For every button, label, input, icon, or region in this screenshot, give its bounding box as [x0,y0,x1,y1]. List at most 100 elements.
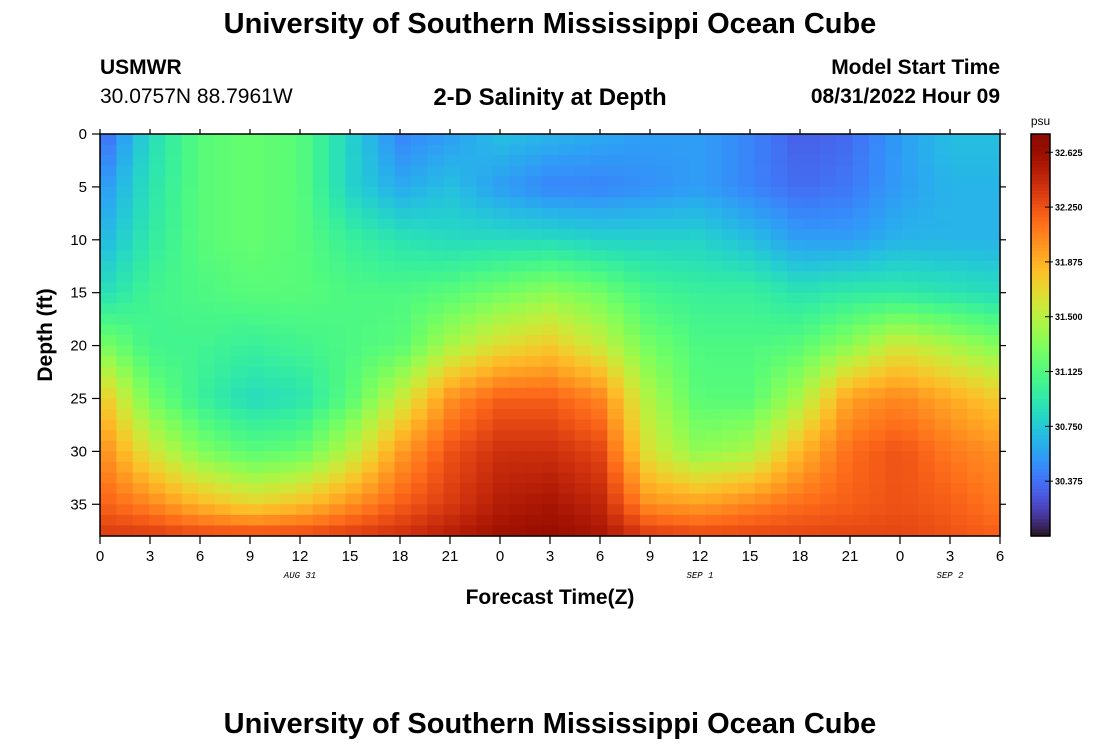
heatmap-cell [296,440,314,452]
heatmap-cell [476,409,494,421]
heatmap-cell [967,292,985,304]
heatmap-cell [820,472,837,484]
heatmap-cell [770,387,788,400]
heatmap-cell [852,493,870,505]
heatmap-cell [934,504,952,516]
heatmap-cell [885,208,903,220]
heatmap-cell [247,493,265,505]
heatmap-cell [509,366,527,378]
heatmap-cell [918,313,936,326]
heatmap-cell [181,461,199,474]
heatmap-cell [705,155,723,167]
heatmap-cell [754,229,772,241]
heatmap-cell [492,345,510,357]
heatmap-cell [165,250,183,262]
heatmap-cell [738,366,756,378]
heatmap-cell [885,366,903,378]
heatmap-cell [525,461,543,474]
heatmap-cell [361,366,379,378]
heatmap-cell [950,208,968,220]
heatmap-cell [165,345,183,357]
heatmap-cell [656,483,674,495]
heatmap-cell [640,250,657,262]
heatmap-cell [280,483,297,495]
heatmap-cell [361,250,379,262]
heatmap-cell [787,176,805,188]
heatmap-cell [132,313,150,326]
heatmap-cell [427,440,445,452]
heatmap-cell [214,197,232,209]
heatmap-cell [885,197,903,209]
heatmap-cell [967,239,985,251]
heatmap-cell [198,165,216,177]
heatmap-cell [721,493,739,505]
heatmap-cell [509,197,527,209]
heatmap-cell [574,356,592,368]
heatmap-cell [721,176,739,188]
heatmap-cell [247,282,265,294]
heatmap-cell [672,324,690,336]
colorbar-swatch [1031,271,1050,276]
heatmap-cell [247,483,265,495]
heatmap-cell [427,282,445,294]
heatmap-cell [214,409,232,421]
heatmap-cell [460,282,477,294]
heatmap-cell [263,239,281,251]
heatmap-cell [869,176,887,188]
heatmap-cell [149,504,167,516]
heatmap-cell [525,409,543,421]
heatmap-cell [950,451,968,463]
heatmap-cell [820,377,837,389]
heatmap-cell [345,144,363,156]
heatmap-cell [345,197,363,209]
heatmap-cell [361,134,379,146]
heatmap-cell [149,366,167,378]
colorbar-swatch [1031,201,1050,205]
heatmap-cell [967,493,985,505]
heatmap-cell [803,176,821,188]
heatmap-cell [132,461,150,474]
heatmap-cell [885,525,903,537]
heatmap-cell [689,451,707,463]
heatmap-cell [950,461,968,474]
heatmap-cell [836,451,854,463]
heatmap-cell [787,472,805,484]
y-tick-label: 25 [70,390,87,407]
heatmap-cell [443,409,461,421]
heatmap-cell [541,155,559,167]
heatmap-cell [607,483,625,495]
heatmap-cell [247,260,265,273]
heatmap-cell [460,440,477,452]
heatmap-cell [345,409,363,421]
heatmap-cell [263,493,281,505]
heatmap-cell [525,324,543,336]
heatmap-cell [394,218,412,230]
colorbar-swatch [1031,529,1050,534]
y-tick-label: 15 [70,285,87,302]
heatmap-cell [100,398,117,410]
heatmap-cell [460,398,477,410]
heatmap-cell [623,303,641,315]
heatmap-cell [934,134,952,146]
heatmap-cell [312,197,330,209]
heatmap-cell [836,356,854,368]
heatmap-cell [100,229,117,241]
heatmap-cell [901,514,919,527]
heatmap-cell [378,208,396,220]
heatmap-cell [558,440,576,452]
y-axis-title: Depth (ft) [34,288,57,381]
heatmap-cell [754,271,772,283]
colorbar-swatch [1031,137,1050,142]
heatmap-cell [509,218,527,230]
heatmap-cell [361,271,379,283]
heatmap-cell [149,409,167,421]
heatmap-cell [689,398,707,410]
heatmap-cell [950,366,968,378]
date-label: SEP 1 [686,571,713,581]
heatmap-cell [378,514,396,527]
heatmap-cell [934,282,952,294]
heatmap-cell [427,335,445,347]
heatmap-cell [230,229,248,241]
heatmap-cell [672,451,690,463]
heatmap-cell [280,356,297,368]
